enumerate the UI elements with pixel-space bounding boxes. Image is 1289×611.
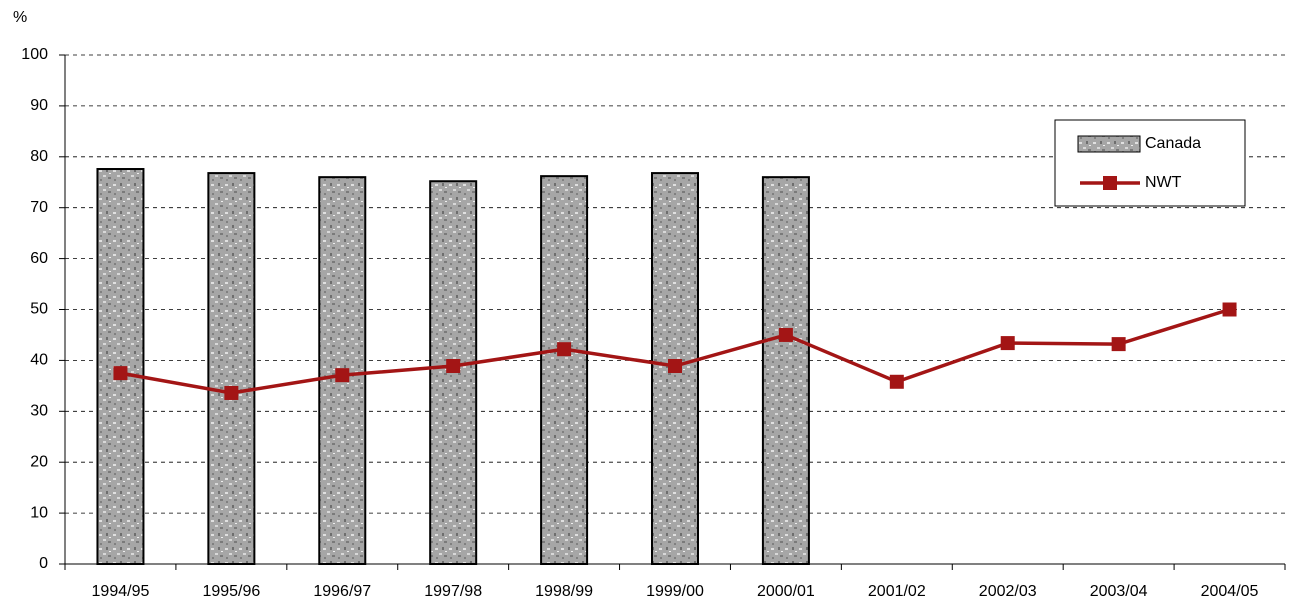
marker bbox=[1222, 302, 1237, 317]
y-tick-label: 60 bbox=[30, 250, 48, 267]
x-tick-label: 1995/96 bbox=[202, 583, 260, 600]
marker bbox=[1111, 337, 1126, 352]
marker bbox=[557, 342, 572, 357]
y-tick-label: 0 bbox=[39, 555, 48, 572]
legend-marker bbox=[1103, 176, 1117, 190]
x-tick-label: 2004/05 bbox=[1201, 583, 1259, 600]
x-tick-label: 1998/99 bbox=[535, 583, 593, 600]
bar bbox=[761, 176, 810, 565]
marker bbox=[446, 358, 461, 373]
legend-label: NWT bbox=[1145, 174, 1182, 191]
y-tick-label: 40 bbox=[30, 352, 48, 369]
marker bbox=[113, 366, 128, 381]
y-tick-label: 20 bbox=[30, 453, 48, 470]
marker bbox=[889, 374, 904, 389]
marker bbox=[1000, 336, 1015, 351]
marker bbox=[335, 368, 350, 383]
x-tick-label: 1996/97 bbox=[313, 583, 371, 600]
bar bbox=[207, 172, 256, 565]
x-tick-label: 1994/95 bbox=[92, 583, 150, 600]
y-tick-label: 50 bbox=[30, 301, 48, 318]
y-tick-label: 80 bbox=[30, 148, 48, 165]
legend-box bbox=[1054, 119, 1246, 207]
x-tick-label: 2002/03 bbox=[979, 583, 1037, 600]
x-tick-label: 1997/98 bbox=[424, 583, 482, 600]
legend-label: Canada bbox=[1145, 135, 1201, 152]
y-tick-label: 90 bbox=[30, 97, 48, 114]
marker bbox=[668, 358, 682, 373]
y-axis-label: % bbox=[13, 9, 27, 26]
y-tick-label: 70 bbox=[30, 199, 48, 216]
x-tick-label: 2000/01 bbox=[757, 583, 815, 600]
legend-swatch bbox=[1077, 135, 1141, 153]
bar bbox=[540, 175, 589, 565]
marker bbox=[224, 385, 239, 400]
x-tick-label: 2003/04 bbox=[1090, 583, 1148, 600]
x-tick-label: 1999/00 bbox=[646, 583, 704, 600]
y-tick-label: 100 bbox=[21, 46, 48, 63]
marker bbox=[778, 327, 793, 342]
y-tick-label: 30 bbox=[30, 403, 48, 420]
y-tick-label: 10 bbox=[30, 504, 48, 521]
x-tick-label: 2001/02 bbox=[868, 583, 926, 600]
